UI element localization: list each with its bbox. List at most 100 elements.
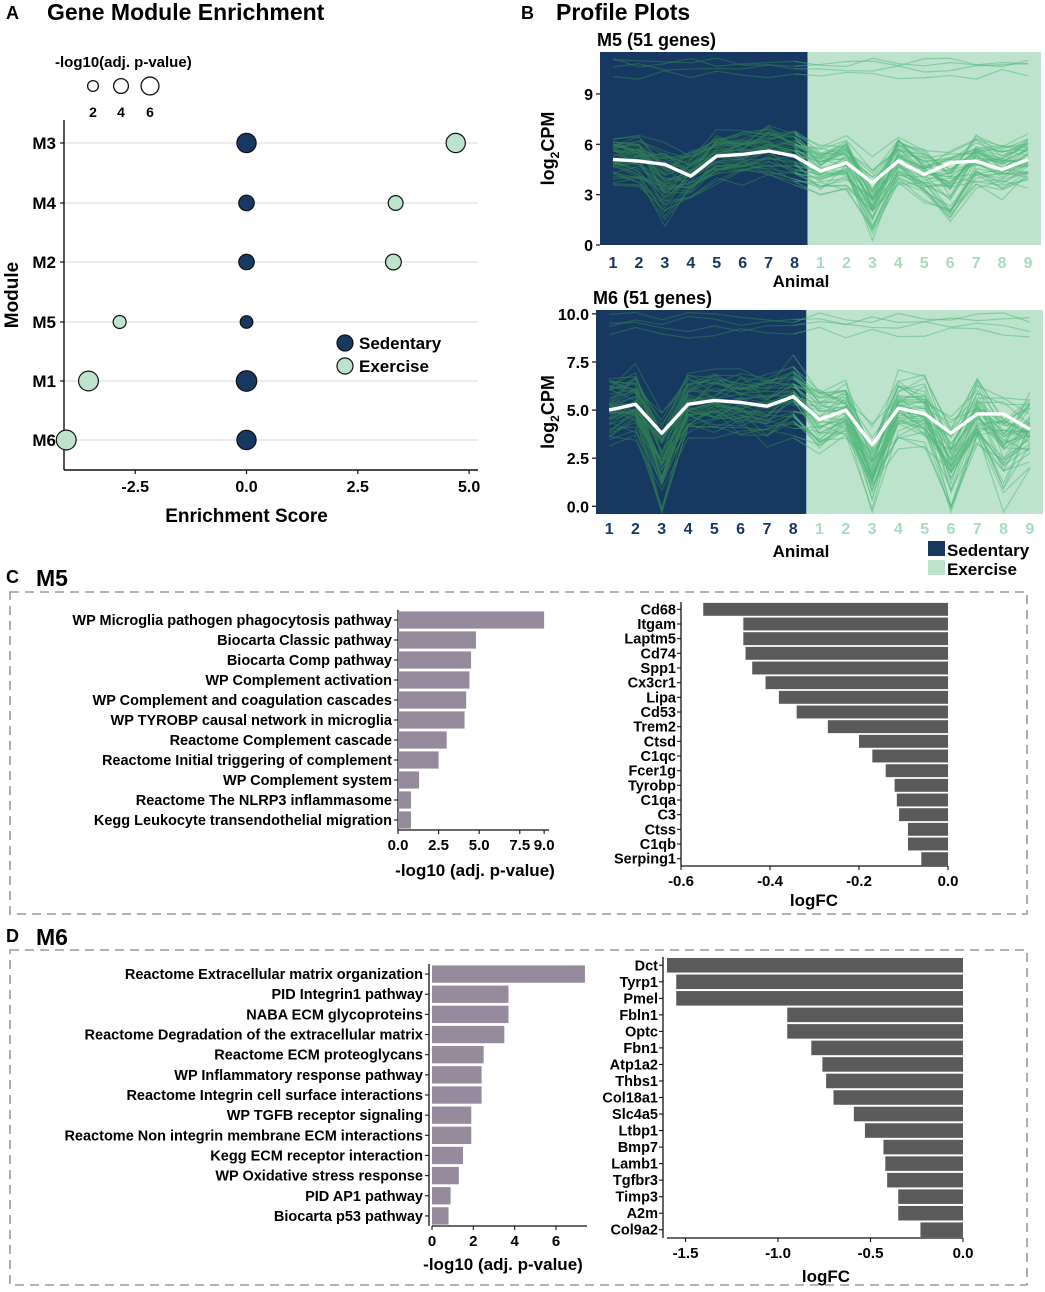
gene-profile-line bbox=[792, 421, 1031, 491]
y-tick-label: M5 bbox=[32, 313, 56, 332]
y-axis-title: log2CPM bbox=[538, 112, 562, 186]
x-tick-label: 6 bbox=[552, 1233, 560, 1250]
bar bbox=[432, 1046, 484, 1064]
gene-profile-line bbox=[608, 377, 794, 443]
gene-profile-line bbox=[794, 146, 1029, 210]
gene-profile-line bbox=[794, 169, 1029, 242]
m5-pathway-chart: WP Microglia pathogen phagocytosis pathw… bbox=[72, 610, 555, 880]
bar bbox=[885, 1156, 963, 1171]
x-tick-label: 5 bbox=[710, 521, 719, 538]
x-tick-label: -1.0 bbox=[765, 1245, 791, 1262]
bar bbox=[398, 751, 439, 769]
x-tick-label: 0.0 bbox=[938, 873, 959, 890]
x-tick-label: 2 bbox=[842, 255, 851, 272]
x-tick-label: 4 bbox=[510, 1233, 519, 1250]
gene-profile-line bbox=[612, 129, 795, 175]
y-tick-label: Tyrp1 bbox=[620, 975, 658, 991]
panel-d-frame bbox=[9, 949, 1028, 1286]
y-tick-label: Reactome The NLRP3 inflammasome bbox=[136, 793, 392, 809]
profile-title: M6 (51 genes) bbox=[593, 288, 712, 308]
panel-c-frame bbox=[9, 591, 1028, 915]
x-tick-label: 2.5 bbox=[428, 837, 449, 854]
y-tick-label: C1qc bbox=[641, 749, 676, 765]
gene-profile-line bbox=[793, 320, 1030, 333]
x-tick-label: -0.5 bbox=[858, 1245, 884, 1262]
y-tick-label: M1 bbox=[32, 372, 56, 391]
x-tick-label: 3 bbox=[657, 521, 666, 538]
x-tick-label: -1.5 bbox=[673, 1245, 699, 1262]
x-tick-label: 9 bbox=[1025, 521, 1034, 538]
point-exercise-m4 bbox=[387, 195, 404, 212]
x-tick-label: 6 bbox=[736, 521, 745, 538]
bar bbox=[398, 731, 447, 749]
x-tick-label: 8 bbox=[998, 255, 1007, 272]
bar bbox=[898, 1205, 963, 1221]
x-tick-label: 3 bbox=[868, 521, 877, 538]
gene-profile-line bbox=[792, 391, 1030, 465]
y-tick-label: 0.0 bbox=[567, 499, 589, 516]
x-tick-label: 6 bbox=[738, 255, 747, 272]
gene-profile-line bbox=[793, 414, 1030, 480]
gene-profile-line bbox=[609, 321, 794, 333]
gene-profile-line bbox=[794, 142, 1029, 198]
gene-profile-line bbox=[612, 57, 795, 67]
gene-profile-line bbox=[608, 366, 794, 429]
gene-profile-line bbox=[794, 57, 1029, 67]
bar bbox=[898, 1189, 963, 1204]
size-legend-label: 4 bbox=[117, 104, 125, 120]
gene-profile-line bbox=[794, 152, 1029, 210]
x-axis-title: Enrichment Score bbox=[165, 506, 328, 527]
y-tick-label: 10.0 bbox=[558, 307, 589, 324]
y-tick-label: WP Complement and coagulation cascades bbox=[93, 693, 392, 709]
bar bbox=[864, 1123, 963, 1138]
y-tick-label: 5.0 bbox=[567, 403, 589, 420]
gene-profile-line bbox=[608, 410, 794, 460]
gene-profile-line bbox=[794, 169, 1029, 213]
y-tick-label: Kegg Leukocyte transendothelial migratio… bbox=[94, 813, 392, 829]
y-tick-label: Biocarta p53 pathway bbox=[274, 1209, 423, 1225]
bar bbox=[765, 676, 948, 690]
y-tick-label: Ctss bbox=[645, 822, 676, 838]
bar bbox=[432, 985, 509, 1003]
y-tick-label: Cd68 bbox=[641, 602, 676, 618]
profile-title: M5 (51 genes) bbox=[597, 30, 716, 50]
x-tick-label: 0.0 bbox=[953, 1245, 974, 1262]
x-tick-label: 0.0 bbox=[388, 837, 409, 854]
y-tick-label: Fbn1 bbox=[623, 1041, 658, 1057]
bar bbox=[398, 771, 420, 789]
x-tick-label: 5 bbox=[712, 255, 721, 272]
bar bbox=[827, 720, 948, 734]
size-legend-circle bbox=[112, 77, 130, 95]
gene-profile-line bbox=[608, 394, 794, 487]
bar bbox=[859, 734, 948, 748]
bar bbox=[826, 1073, 963, 1089]
size-legend-title: -log10(adj. p-value) bbox=[55, 54, 192, 71]
y-tick-label: Laptm5 bbox=[624, 632, 676, 648]
point-sedentary-m6 bbox=[236, 429, 257, 451]
point-sedentary-m4 bbox=[238, 194, 255, 212]
y-tick-label: Cd74 bbox=[641, 646, 676, 662]
y-tick-label: Cx3cr1 bbox=[628, 676, 676, 692]
bar bbox=[894, 778, 948, 792]
bar bbox=[432, 1106, 472, 1124]
gene-profile-line bbox=[612, 131, 795, 166]
bar bbox=[398, 811, 411, 829]
x-tick-label: 1 bbox=[609, 255, 618, 272]
y-tick-label: Tyrobp bbox=[628, 778, 676, 794]
legend-label-sedentary: Sedentary bbox=[359, 334, 442, 353]
y-tick-label: WP Complement activation bbox=[205, 673, 392, 689]
y-tick-label: Fcer1g bbox=[628, 764, 676, 780]
legend-label-exercise: Exercise bbox=[947, 560, 1017, 579]
bar bbox=[743, 632, 948, 646]
legend-key-exercise bbox=[928, 560, 945, 575]
bar bbox=[432, 965, 585, 983]
size-legend-label: 6 bbox=[146, 104, 154, 120]
x-tick-label: 0.0 bbox=[235, 479, 257, 496]
y-tick-label: 2.5 bbox=[567, 451, 589, 468]
bar bbox=[432, 1005, 509, 1024]
gene-profile-line bbox=[794, 142, 1029, 184]
gene-profile-line bbox=[609, 401, 794, 473]
gene-profile-line bbox=[612, 156, 795, 186]
y-axis-title: Module bbox=[2, 262, 23, 329]
